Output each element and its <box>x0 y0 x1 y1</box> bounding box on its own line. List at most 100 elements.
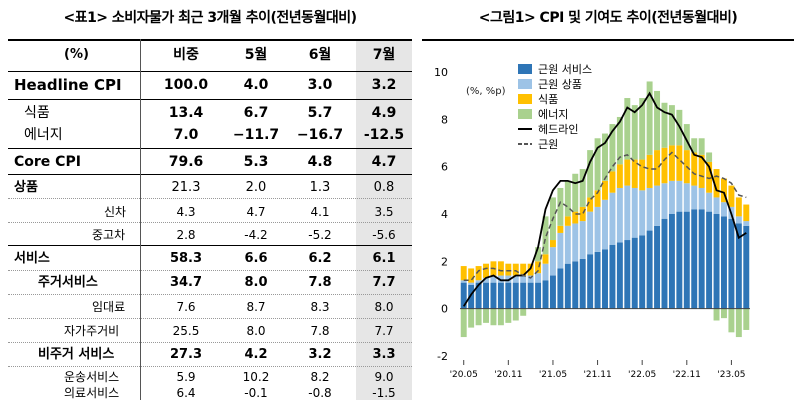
bar-에너지-'22.03 <box>624 98 631 160</box>
row-value: 8.3 <box>310 300 330 314</box>
row-value: 5.3 <box>243 154 269 170</box>
bar-식품-'22.05 <box>639 159 646 191</box>
row-label-food: 식품 <box>24 105 50 121</box>
row-value: -0.8 <box>308 386 332 400</box>
rule-after-core <box>8 174 412 175</box>
row-value: 8.7 <box>246 300 266 314</box>
bar-근원-상품-'22.10 <box>676 180 683 212</box>
row-value: 7.8 <box>308 275 332 290</box>
bar-식품-'20.08 <box>483 263 489 278</box>
bar-에너지-'21.08 <box>572 173 579 212</box>
bar-식품-'23.07 <box>743 204 750 222</box>
row-value: -0.1 <box>244 386 268 400</box>
row-label-shelter: 주거서비스 <box>38 275 98 290</box>
bar-에너지-'20.07 <box>475 308 482 326</box>
bar-근원-상품-'21.08 <box>572 223 579 262</box>
row-value: 6.1 <box>372 251 396 266</box>
bar-에너지-'22.12 <box>691 138 698 153</box>
bar-식품-'22.07 <box>654 150 661 186</box>
bar-근원-서비스-'22.01 <box>609 244 616 309</box>
legend-label-근원: 근원 <box>538 138 558 151</box>
bar-식품-'22.04 <box>631 159 638 188</box>
legend-label-식품: 식품 <box>538 93 558 106</box>
row-value: 2.8 <box>176 228 196 242</box>
header-rule <box>8 71 412 72</box>
weight-header: 비중 <box>173 47 199 63</box>
bar-식품-'23.02 <box>706 161 713 193</box>
bar-에너지-'20.12 <box>512 308 519 321</box>
bar-근원-서비스-'21.10 <box>587 254 594 309</box>
bar-에너지-'21.09 <box>579 169 586 207</box>
dotted-rule-1 <box>8 198 412 199</box>
bar-근원-서비스-'22.07 <box>654 225 661 309</box>
row-value: 4.7 <box>246 205 266 219</box>
table-title: <표1> 소비자물가 최근 3개월 추이(전년동월대비) <box>63 10 357 26</box>
bar-식품-'21.06 <box>557 225 564 233</box>
bar-에너지-'21.10 <box>587 150 594 198</box>
row-value: 13.4 <box>168 105 204 121</box>
bar-근원-서비스-'20.05 <box>460 282 467 309</box>
row-value: 3.0 <box>307 77 333 93</box>
row-value: 27.3 <box>169 347 203 362</box>
label-divider <box>140 39 141 400</box>
bar-근원-서비스-'21.06 <box>557 268 564 309</box>
bar-식품-'21.12 <box>602 180 608 200</box>
bar-근원-서비스-'21.12 <box>602 249 608 309</box>
lines-group <box>462 91 747 307</box>
bar-에너지-'22.06 <box>646 81 653 155</box>
bar-근원-상품-'22.06 <box>646 187 653 231</box>
bar-근원-상품-'20.07 <box>475 280 482 283</box>
row-value: 5.9 <box>176 370 196 384</box>
bar-식품-'22.01 <box>609 171 616 193</box>
jun-header: 6월 <box>308 47 332 63</box>
bar-근원-서비스-'21.08 <box>572 261 579 309</box>
row-value: 100.0 <box>163 77 209 93</box>
row-label-headline-cpi: Headline CPI <box>14 76 122 94</box>
row-value: 10.2 <box>242 370 270 384</box>
row-value: 7.6 <box>176 300 196 314</box>
bar-근원-서비스-'21.11 <box>594 251 601 309</box>
bar-에너지-'23.02 <box>706 152 713 162</box>
row-label-transport-services: 운송서비스 <box>64 370 120 384</box>
row-value: 4.3 <box>176 205 196 219</box>
bar-근원-서비스-'21.05 <box>549 275 556 309</box>
row-value: 6.4 <box>176 386 196 400</box>
bar-식품-'22.12 <box>691 152 698 186</box>
bar-식품-'20.10 <box>497 261 504 276</box>
bar-에너지-'21.11 <box>594 138 601 191</box>
y-tick-label: -2 <box>437 350 448 363</box>
bar-근원-상품-'20.06 <box>468 282 475 285</box>
x-tick-label: '21.05 <box>539 370 567 380</box>
bar-근원-서비스-'20.12 <box>512 282 519 309</box>
row-value: -4.2 <box>244 228 268 242</box>
bar-근원-상품-'22.03 <box>624 185 631 241</box>
bar-근원-상품-'22.09 <box>668 180 675 214</box>
dotted-rule-7 <box>8 366 412 367</box>
row-label-energy: 에너지 <box>24 127 63 143</box>
bar-근원-상품-'20.05 <box>460 280 467 283</box>
axis-group: -2 0 2 4 6 8 10 '20.05 '20.11 '21.05 '21.11 '22.05 '… <box>434 66 750 380</box>
row-label-rent: 임대료 <box>92 300 126 314</box>
bar-식품-'21.04 <box>542 254 549 264</box>
row-value: 0.8 <box>373 180 395 195</box>
bar-근원-서비스-'22.03 <box>624 240 631 309</box>
chart-title: <그림1> CPI 및 기여도 추이(전년동월대비) <box>478 10 738 26</box>
bar-근원-서비스-'23.06 <box>735 223 742 309</box>
bar-근원-서비스-'23.05 <box>728 218 735 309</box>
row-value: -5.6 <box>372 228 396 242</box>
bar-에너지-'22.05 <box>639 98 646 160</box>
bar-에너지-'20.08 <box>483 308 489 323</box>
bar-근원-서비스-'20.06 <box>468 285 475 309</box>
row-value: 8.0 <box>246 324 266 338</box>
bar-근원-서비스-'22.08 <box>661 218 668 309</box>
bar-에너지-'21.12 <box>602 133 608 181</box>
legend-label-근원-상품: 근원 상품 <box>538 78 582 91</box>
bar-에너지-'23.03 <box>713 308 720 321</box>
bar-식품-'21.11 <box>594 190 601 207</box>
row-value: 5.7 <box>307 105 333 121</box>
bar-식품-'23.04 <box>721 178 727 203</box>
row-label-core-cpi: Core CPI <box>14 154 81 170</box>
row-value: -5.2 <box>308 228 332 242</box>
rule-after-energy <box>8 148 412 149</box>
bar-식품-'20.11 <box>505 263 512 276</box>
